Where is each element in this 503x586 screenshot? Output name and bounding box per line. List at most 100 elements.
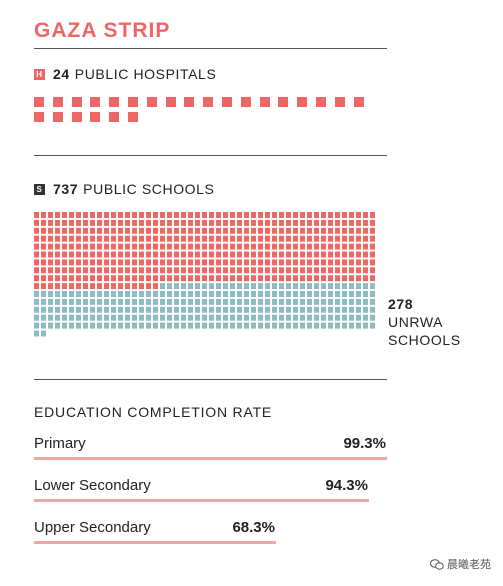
unrwa-school-mark: [76, 322, 81, 329]
unrwa-school-mark: [321, 283, 326, 290]
hospital-mark: [278, 97, 288, 107]
public-school-mark: [55, 275, 60, 282]
public-school-mark: [160, 251, 165, 258]
unrwa-school-mark: [223, 306, 228, 313]
public-school-mark: [48, 259, 53, 266]
unrwa-school-mark: [279, 298, 284, 305]
unrwa-school-mark: [125, 291, 130, 297]
public-school-mark: [300, 251, 305, 258]
public-school-mark: [307, 227, 312, 234]
public-school-mark: [286, 212, 291, 218]
public-school-mark: [251, 267, 256, 274]
public-school-mark: [48, 275, 53, 282]
public-school-mark: [230, 243, 235, 250]
unrwa-school-mark: [55, 314, 60, 321]
public-school-mark: [286, 235, 291, 242]
hospital-mark: [335, 97, 345, 107]
public-school-mark: [265, 267, 270, 274]
public-school-mark: [321, 227, 326, 234]
public-school-mark: [111, 219, 116, 226]
public-school-mark: [328, 212, 333, 218]
public-school-mark: [223, 212, 228, 218]
public-school-mark: [90, 267, 95, 274]
unrwa-school-mark: [97, 298, 102, 305]
public-school-mark: [300, 212, 305, 218]
public-school-mark: [188, 275, 193, 282]
unrwa-school-mark: [223, 298, 228, 305]
public-school-mark: [195, 251, 200, 258]
unrwa-school-mark: [146, 306, 151, 313]
unrwa-school-mark: [90, 322, 95, 329]
public-school-mark: [160, 275, 165, 282]
unrwa-school-mark: [83, 322, 88, 329]
watermark: 晨曦老苑: [430, 556, 491, 572]
public-school-mark: [55, 259, 60, 266]
public-school-mark: [48, 251, 53, 258]
unrwa-school-mark: [125, 306, 130, 313]
public-school-mark: [237, 227, 242, 234]
public-school-mark: [307, 212, 312, 218]
unrwa-school-mark: [272, 298, 277, 305]
unrwa-school-mark: [307, 298, 312, 305]
public-school-mark: [209, 259, 214, 266]
public-school-mark: [293, 227, 298, 234]
unrwa-school-mark: [363, 283, 368, 290]
unrwa-school-mark: [293, 322, 298, 329]
public-school-mark: [356, 259, 361, 266]
unrwa-school-mark: [97, 306, 102, 313]
hospital-mark: [109, 112, 119, 122]
public-school-mark: [230, 267, 235, 274]
unrwa-school-mark: [188, 298, 193, 305]
public-school-mark: [279, 259, 284, 266]
unrwa-school-mark: [83, 291, 88, 297]
unrwa-school-mark: [335, 322, 340, 329]
unrwa-school-mark: [153, 306, 158, 313]
public-school-mark: [251, 235, 256, 242]
unrwa-count: 278: [388, 296, 414, 312]
public-school-mark: [167, 267, 172, 274]
unrwa-school-mark: [174, 306, 179, 313]
public-school-mark: [139, 283, 144, 290]
public-school-mark: [195, 219, 200, 226]
public-school-mark: [34, 283, 39, 290]
public-school-mark: [335, 275, 340, 282]
public-school-mark: [195, 243, 200, 250]
public-school-mark: [265, 212, 270, 218]
public-school-mark: [160, 212, 165, 218]
public-school-mark: [139, 267, 144, 274]
public-school-mark: [230, 235, 235, 242]
hospital-mark: [241, 97, 251, 107]
unrwa-school-mark: [139, 298, 144, 305]
unrwa-school-mark: [272, 306, 277, 313]
public-school-mark: [209, 267, 214, 274]
public-school-mark: [363, 259, 368, 266]
public-school-mark: [195, 259, 200, 266]
unrwa-school-mark: [328, 283, 333, 290]
public-school-mark: [216, 275, 221, 282]
unrwa-school-mark: [153, 314, 158, 321]
public-school-mark: [104, 251, 109, 258]
public-school-mark: [188, 212, 193, 218]
public-school-mark: [41, 235, 46, 242]
unrwa-school-mark: [216, 298, 221, 305]
watermark-text: 晨曦老苑: [447, 559, 491, 571]
public-school-mark: [293, 243, 298, 250]
public-school-mark: [251, 259, 256, 266]
public-school-mark: [62, 235, 67, 242]
public-school-mark: [41, 283, 46, 290]
public-school-mark: [69, 243, 74, 250]
public-school-mark: [48, 235, 53, 242]
unrwa-school-mark: [237, 298, 242, 305]
unrwa-school-mark: [349, 322, 354, 329]
public-school-mark: [237, 212, 242, 218]
public-school-mark: [349, 243, 354, 250]
unrwa-school-mark: [363, 306, 368, 313]
public-school-mark: [216, 259, 221, 266]
hospital-icon-grid: [34, 97, 364, 122]
unrwa-school-mark: [251, 298, 256, 305]
public-school-mark: [97, 283, 102, 290]
public-school-mark: [300, 267, 305, 274]
public-school-mark: [279, 243, 284, 250]
unrwa-school-mark: [132, 314, 137, 321]
unrwa-school-mark: [251, 291, 256, 297]
